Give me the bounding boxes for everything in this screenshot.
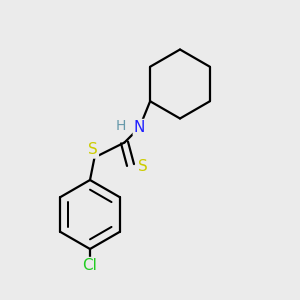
Text: S: S bbox=[138, 159, 148, 174]
Text: N: N bbox=[134, 120, 145, 135]
Text: Cl: Cl bbox=[82, 258, 98, 273]
Text: S: S bbox=[88, 142, 98, 158]
Text: H: H bbox=[116, 119, 126, 133]
